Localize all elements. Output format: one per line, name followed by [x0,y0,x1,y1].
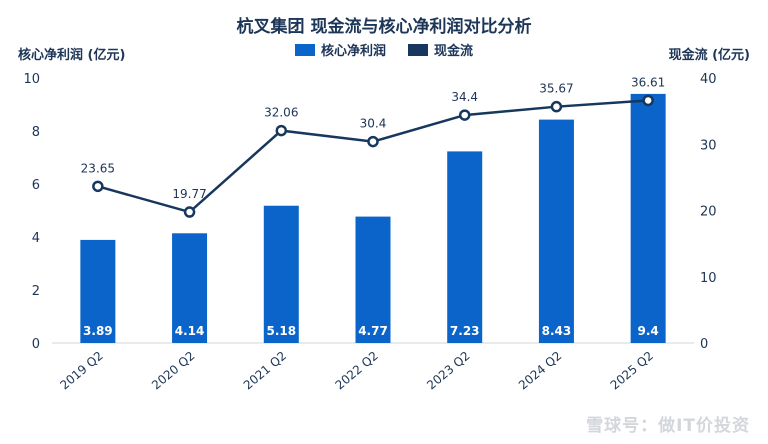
x-tick-label: 2022 Q2 [333,349,381,393]
right-axis-title: 现金流 (亿元) [668,48,750,63]
legend: 核心净利润 现金流 [0,40,768,59]
line-point [275,124,288,137]
legend-item-bar: 核心净利润 [294,40,386,59]
right-tick-label: 40 [700,72,717,87]
bar-value-label: 9.4 [638,324,659,338]
legend-swatch-line [408,43,428,56]
x-tick-label: 2023 Q2 [424,349,472,393]
bar-value-label: 7.23 [450,324,480,338]
right-tick-label: 30 [700,138,717,153]
x-tick-label: 2021 Q2 [241,349,289,393]
left-tick-label: 10 [23,72,40,87]
line-value-label: 19.77 [172,187,206,201]
bar-value-label: 5.18 [266,324,296,338]
left-axis-title: 核心净利润 (亿元) [18,48,126,63]
line-point [367,135,379,148]
bar [447,151,483,343]
legend-swatch-bar [294,43,315,56]
watermark: 雪球号：做IT价投资 [586,416,750,436]
x-tick-label: 2019 Q2 [57,349,105,393]
left-tick-label: 6 [32,178,40,193]
line-value-label: 32.06 [264,106,298,120]
legend-label-line: 现金流 [434,44,474,59]
left-tick-label: 4 [32,231,40,246]
bar [630,93,666,344]
bar-value-label: 8.43 [542,324,572,338]
x-tick-label: 2025 Q2 [608,349,656,393]
left-tick-label: 8 [32,125,40,140]
chart-title: 杭叉集团 现金流与核心净利润对比分析 [236,17,532,37]
legend-item-line: 现金流 [408,40,473,59]
line-point [642,94,654,107]
legend-label-bar: 核心净利润 [320,44,386,59]
x-tick-label: 2020 Q2 [149,349,197,393]
bar-value-label: 3.89 [83,324,113,338]
right-tick-label: 10 [700,271,717,286]
bar [172,233,208,343]
bar [263,205,299,343]
line-point [458,109,471,121]
bar [538,119,574,343]
bar-value-label: 4.14 [175,324,205,338]
right-tick-label: 20 [700,205,717,220]
left-tick-label: 0 [32,337,40,352]
line-point [92,180,104,193]
bar [80,239,116,343]
line-point [550,100,563,113]
bar [355,216,391,343]
bar-value-label: 4.77 [358,324,388,338]
line-value-label: 30.4 [360,117,387,131]
line-value-label: 23.65 [81,161,115,175]
line-value-label: 36.61 [631,75,665,89]
line-value-label: 35.67 [539,82,573,96]
line-point [183,206,196,218]
left-tick-label: 2 [32,284,40,299]
right-tick-label: 0 [700,337,708,352]
x-tick-label: 2024 Q2 [516,349,564,393]
line-value-label: 34.4 [451,90,478,104]
